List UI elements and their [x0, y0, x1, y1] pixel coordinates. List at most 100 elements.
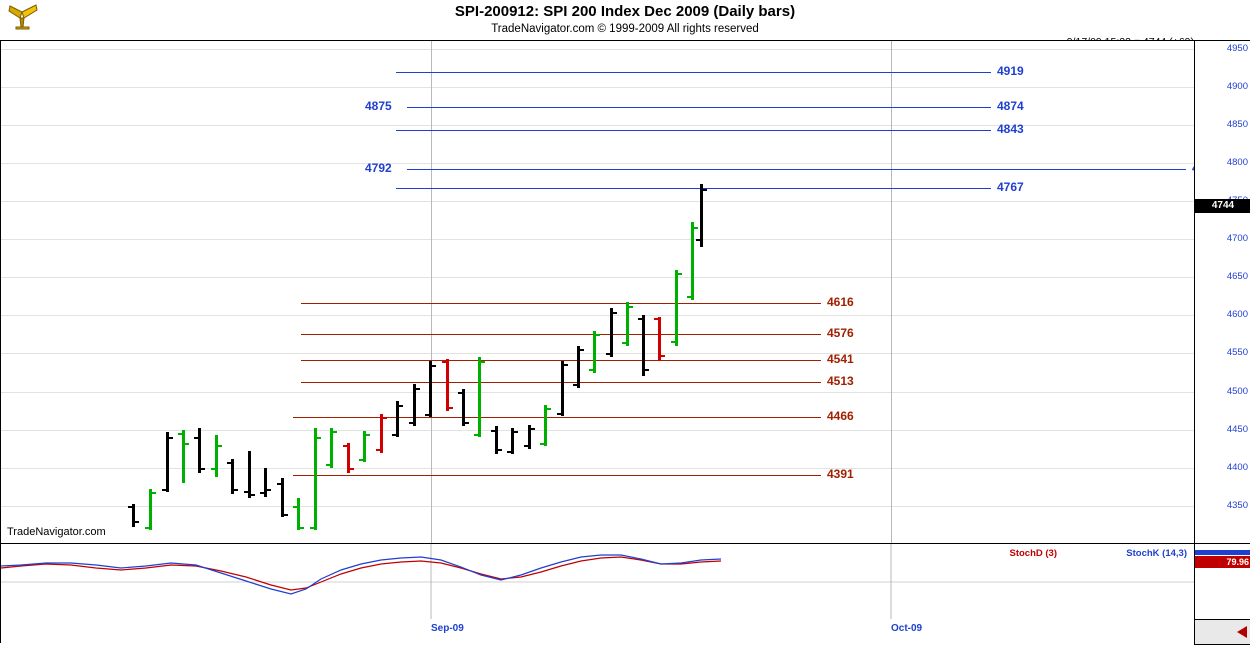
- stochk-legend: StochK (14,3): [1126, 548, 1187, 559]
- chart-title: SPI-200912: SPI 200 Index Dec 2009 (Dail…: [454, 3, 796, 20]
- bar-close-tick: [580, 348, 584, 351]
- price-bar: [413, 383, 416, 426]
- price-bar: [182, 429, 185, 484]
- price-bar: [396, 401, 399, 438]
- price-tick-label: 4900: [1226, 80, 1248, 92]
- price-pane[interactable]: 4919 4874 4875 4843 4767 4792 4792 4616 4576 4541…: [0, 40, 1195, 545]
- bar-open-tick: [376, 449, 380, 452]
- price-bar: [231, 458, 234, 494]
- resistance-line: [396, 130, 991, 132]
- stochastic-pane[interactable]: StochD (3) StochK (14,3): [0, 543, 1195, 621]
- bar-close-tick: [152, 492, 156, 495]
- price-bar: [691, 222, 694, 301]
- bar-open-tick: [359, 458, 363, 461]
- gridline: [1, 353, 1195, 355]
- line-price-label-left: 4792: [365, 161, 392, 176]
- bar-open-tick: [293, 505, 297, 508]
- bar-open-tick: [326, 463, 330, 466]
- bar-close-tick: [317, 437, 321, 440]
- bar-open-tick: [162, 489, 166, 492]
- gridline: [1, 505, 1195, 507]
- resistance-line: [396, 188, 991, 190]
- bar-close-tick: [366, 434, 370, 437]
- bar-close-tick: [564, 364, 568, 367]
- scroll-right-icon[interactable]: [1237, 626, 1247, 638]
- price-tick-label: 4500: [1226, 385, 1248, 397]
- bar-open-tick: [589, 368, 593, 371]
- bar-close-tick: [531, 428, 535, 431]
- gridline: [1, 86, 1195, 88]
- bar-open-tick: [227, 461, 231, 464]
- price-bar: [561, 361, 564, 416]
- bar-open-tick: [696, 239, 700, 242]
- line-price-label: 4616: [827, 295, 854, 310]
- price-bar: [478, 356, 481, 438]
- price-bar: [626, 301, 629, 346]
- gridline: [1, 467, 1195, 469]
- bar-close-tick: [201, 467, 205, 470]
- bar-close-tick: [498, 448, 502, 451]
- bar-open-tick: [343, 444, 347, 447]
- bar-close-tick: [169, 437, 173, 440]
- bar-open-tick: [244, 490, 248, 493]
- line-price-label: 4513: [827, 373, 854, 388]
- last-price-box: 4744: [1195, 198, 1250, 213]
- bar-open-tick: [409, 422, 413, 425]
- line-price-label: 4767: [997, 180, 1024, 195]
- gridline: [1, 391, 1195, 393]
- bar-open-tick: [145, 527, 149, 530]
- price-bar: [642, 315, 645, 377]
- support-line: [301, 303, 821, 305]
- price-tick-label: 4800: [1226, 156, 1248, 168]
- price-bar: [281, 478, 284, 517]
- price-scale[interactable]: 4950490048504800475047004650460045504500…: [1194, 40, 1250, 545]
- time-tick-oct: Oct-09: [891, 623, 923, 634]
- line-price-label: 4874: [997, 98, 1024, 113]
- price-bar: [149, 489, 152, 531]
- line-price-label: 4391: [827, 466, 854, 481]
- tradenavigator-logo-icon: [8, 4, 38, 30]
- bar-open-tick: [606, 353, 610, 356]
- price-bar: [198, 428, 201, 474]
- price-bar: [215, 435, 218, 477]
- bar-close-tick: [284, 513, 288, 516]
- price-bar: [675, 269, 678, 346]
- time-axis[interactable]: Sep-09 Oct-09: [0, 619, 1195, 643]
- bar-close-tick: [383, 417, 387, 420]
- bar-close-tick: [596, 333, 600, 336]
- bar-open-tick: [425, 414, 429, 417]
- price-bar: [544, 405, 547, 447]
- scroll-corner[interactable]: [1194, 619, 1250, 645]
- support-line: [293, 417, 821, 419]
- price-bar: [264, 467, 267, 497]
- price-bar: [528, 425, 531, 449]
- resistance-line: [407, 169, 1186, 171]
- indicator-scale[interactable]: 79.96: [1194, 543, 1250, 621]
- price-bar: [700, 184, 703, 247]
- gridline: [1, 239, 1195, 241]
- support-line: [293, 474, 821, 476]
- bar-open-tick: [491, 429, 495, 432]
- bar-close-tick: [432, 364, 436, 367]
- bar-close-tick: [416, 387, 420, 390]
- bar-close-tick: [300, 527, 304, 530]
- bar-close-tick: [135, 521, 139, 524]
- bar-close-tick: [350, 467, 354, 470]
- chart-subtitle: TradeNavigator.com © 1999-2009 All right…: [491, 23, 759, 35]
- price-bar: [380, 414, 383, 453]
- bar-close-tick: [694, 226, 698, 229]
- price-bar: [511, 428, 514, 455]
- bar-open-tick: [557, 412, 561, 415]
- price-bar: [166, 431, 169, 493]
- price-tick-label: 4850: [1226, 118, 1248, 130]
- stochastic-curves: [1, 544, 1195, 620]
- bar-open-tick: [524, 444, 528, 447]
- gridline: [1, 277, 1195, 279]
- watermark: TradeNavigator.com: [7, 526, 106, 538]
- stochk-marker: [1195, 550, 1250, 555]
- price-tick-label: 4400: [1226, 461, 1248, 473]
- price-bar: [577, 345, 580, 388]
- price-bar: [462, 389, 465, 426]
- bar-open-tick: [540, 443, 544, 446]
- month-gridline: [891, 41, 892, 544]
